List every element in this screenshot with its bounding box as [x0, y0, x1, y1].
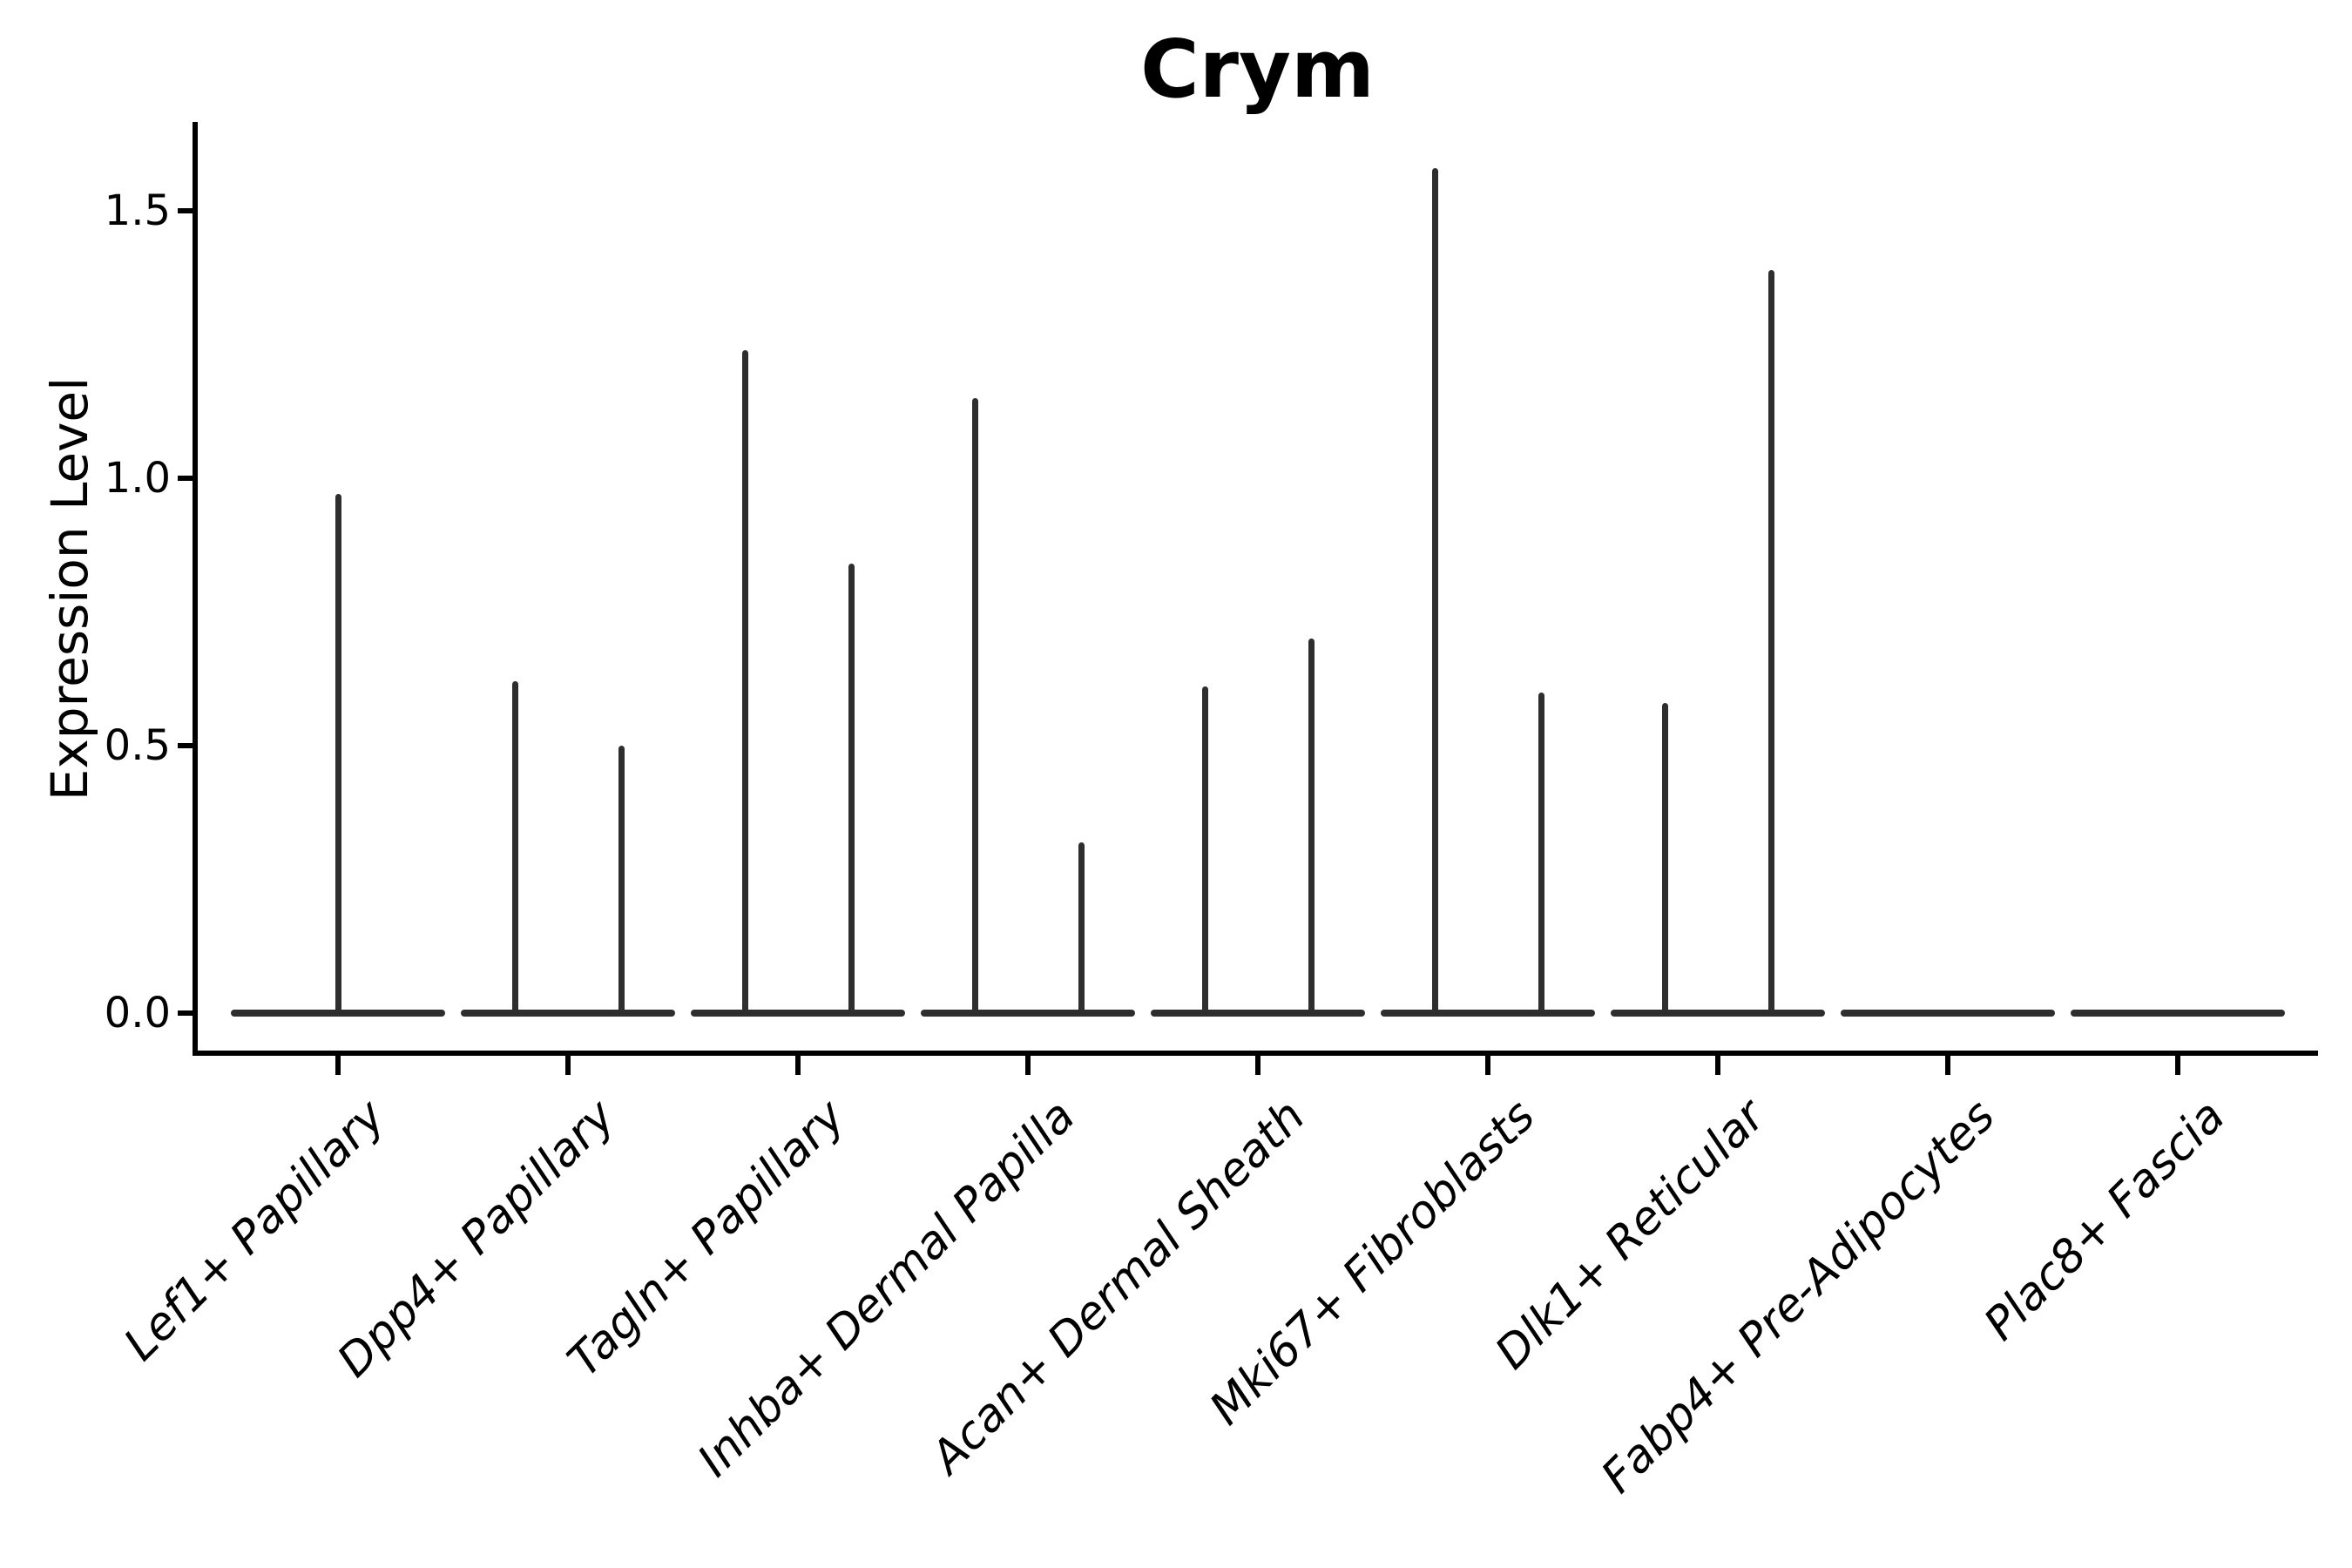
y-tick-label: 1.5	[104, 186, 171, 235]
y-axis-label: Expression Level	[40, 376, 99, 801]
violin-base	[1151, 1010, 1365, 1017]
y-tick-label: 1.0	[104, 454, 171, 503]
violin-spike	[511, 681, 518, 1013]
violin-spike	[1201, 686, 1208, 1013]
x-tick-label: Fabp4+ Pre-Adipocytes	[1592, 1090, 2005, 1504]
violin-spike	[1767, 270, 1774, 1013]
x-tick-mark	[1485, 1056, 1490, 1075]
violin-base	[1841, 1010, 2055, 1017]
chart-title: Crym	[1140, 23, 1375, 116]
y-tick-mark	[178, 743, 197, 748]
violin-spike	[1661, 703, 1668, 1013]
y-tick-mark	[178, 208, 197, 213]
violin-spike	[1308, 639, 1315, 1013]
y-tick-label: 0.5	[104, 721, 171, 770]
x-tick-mark	[1255, 1056, 1260, 1075]
y-axis-spine	[193, 122, 198, 1056]
x-tick-mark	[2175, 1056, 2180, 1075]
violin-base	[231, 1010, 445, 1017]
violin-spike	[741, 350, 748, 1013]
violin-spike	[335, 494, 341, 1013]
x-tick-mark	[1945, 1056, 1950, 1075]
x-tick-label: Plac8+ Fascia	[1974, 1090, 2235, 1351]
x-tick-mark	[795, 1056, 801, 1075]
violin-base	[2071, 1010, 2285, 1017]
violin-base	[1381, 1010, 1595, 1017]
x-tick-mark	[1025, 1056, 1031, 1075]
x-tick-label: Acan+ Dermal Sheath	[921, 1090, 1315, 1484]
y-tick-label: 0.0	[104, 989, 171, 1037]
x-tick-mark	[565, 1056, 571, 1075]
violin-base	[1611, 1010, 1825, 1017]
violin-base	[461, 1010, 675, 1017]
violin-spike	[1078, 842, 1085, 1013]
violin-spike	[1431, 168, 1438, 1013]
x-tick-mark	[335, 1056, 341, 1075]
violin-spike	[971, 398, 978, 1013]
x-axis-spine	[193, 1051, 2318, 1056]
y-tick-mark	[178, 1010, 197, 1016]
x-tick-mark	[1715, 1056, 1720, 1075]
x-tick-label: Inhba+ Dermal Papilla	[687, 1090, 1085, 1488]
violin-spike	[1538, 693, 1544, 1013]
violin-spike	[618, 746, 625, 1013]
violin-base	[691, 1010, 905, 1017]
y-tick-mark	[178, 476, 197, 481]
violin-spike	[848, 564, 855, 1013]
violin-base	[921, 1010, 1135, 1017]
